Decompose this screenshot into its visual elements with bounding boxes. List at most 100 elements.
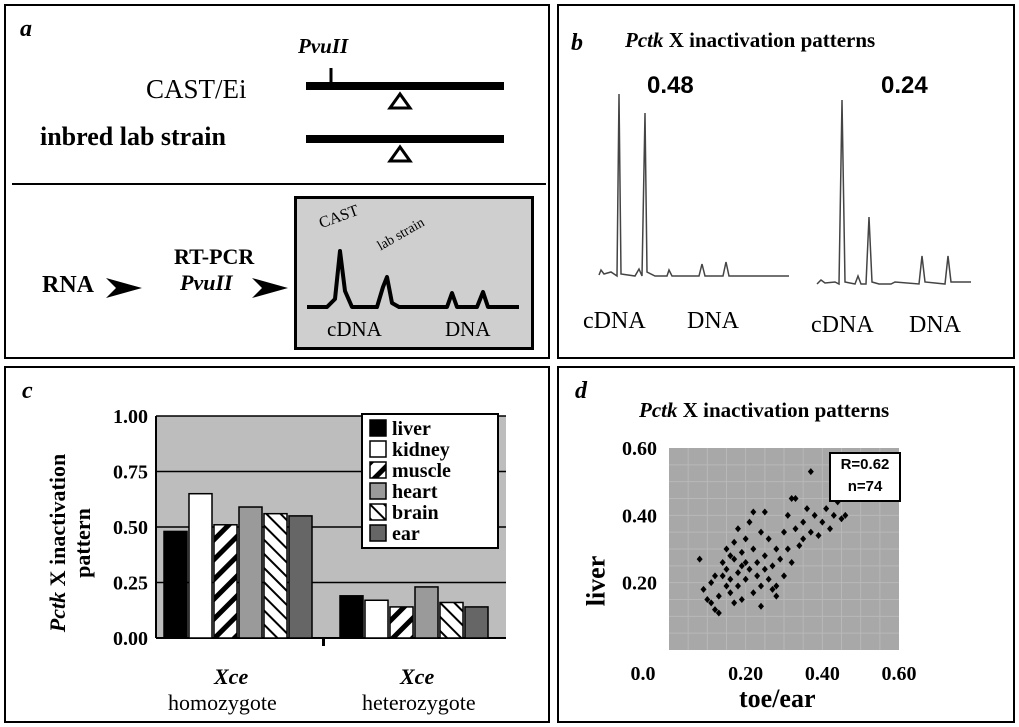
x-tick-label: 0.40 bbox=[805, 663, 840, 685]
snp-marker-2 bbox=[387, 144, 413, 163]
rtpcr-enzyme-label: PvuII bbox=[180, 270, 233, 295]
scatter-point bbox=[819, 518, 826, 526]
panel-b-title-rest: X inactivation patterns bbox=[668, 28, 876, 52]
scatter-point bbox=[758, 528, 764, 536]
scatter-point bbox=[769, 585, 776, 593]
panel-d-title-gene: Pctk bbox=[639, 398, 678, 422]
rna-label: RNA bbox=[42, 272, 94, 298]
scatter-point bbox=[769, 562, 776, 570]
bar-liver bbox=[163, 530, 188, 639]
scatter-point bbox=[781, 528, 787, 536]
scatter-point bbox=[731, 599, 738, 607]
scatter-point bbox=[708, 579, 715, 587]
scatter-point bbox=[696, 555, 703, 563]
y-tick-label: 0.60 bbox=[622, 438, 657, 460]
trace2-cdna-label: cDNA bbox=[811, 312, 874, 338]
legend-swatch-ear bbox=[369, 524, 387, 542]
scatter-point bbox=[761, 552, 768, 560]
strain1-label: CAST/Ei bbox=[146, 74, 247, 104]
scatter-point bbox=[719, 558, 726, 566]
scatter-point bbox=[827, 525, 833, 533]
restriction-map bbox=[12, 68, 546, 298]
panel-d-xlabel: toe/ear bbox=[739, 684, 816, 713]
group1-line2: homozygote bbox=[168, 690, 277, 715]
group2-line1: Xce bbox=[400, 664, 435, 689]
legend-swatch-heart bbox=[369, 482, 387, 500]
bar-brain bbox=[263, 512, 288, 639]
scatter-point bbox=[735, 582, 741, 590]
scatter-point bbox=[746, 518, 753, 526]
scatter-point bbox=[742, 575, 749, 583]
inset-cdna-label: cDNA bbox=[327, 317, 382, 341]
x-tick-label: 0.60 bbox=[882, 663, 917, 685]
scatter-point bbox=[715, 592, 722, 600]
scatter-point bbox=[765, 535, 772, 543]
trace1-cdna-label: cDNA bbox=[583, 308, 646, 334]
panel-b-label: b bbox=[571, 30, 583, 56]
panel-a: a PvuII CAST/Ei inbred lab strain RNA RT… bbox=[4, 4, 550, 359]
scatter-point bbox=[830, 511, 837, 519]
scatter-point bbox=[742, 558, 749, 566]
trace-sample-2 bbox=[816, 99, 971, 286]
scatter-point bbox=[723, 545, 730, 553]
scatter-point bbox=[758, 602, 764, 610]
bar-muscle bbox=[389, 606, 414, 639]
inset-trace bbox=[307, 249, 519, 309]
inset-dna-label: DNA bbox=[445, 317, 491, 341]
scatter-point bbox=[804, 505, 810, 513]
scatter-chart: 0.20 0.40 0.60 0.0 0.20 0.40 0.60 bbox=[622, 438, 917, 685]
scatter-point bbox=[807, 528, 814, 536]
legend-swatch-kidney bbox=[369, 440, 387, 458]
scatter-point bbox=[746, 565, 753, 573]
scatter-point bbox=[777, 555, 784, 563]
scatter-point bbox=[800, 535, 807, 543]
bar-liver bbox=[339, 595, 364, 639]
legend-label-muscle: muscle bbox=[392, 460, 451, 482]
trace1-dna-label: DNA bbox=[687, 308, 739, 334]
panel-d-title: Pctk X inactivation patterns bbox=[639, 398, 889, 423]
legend-label-liver: liver bbox=[392, 418, 431, 440]
y-tick-label: 0.75 bbox=[113, 462, 148, 484]
panel-d-label: d bbox=[575, 378, 587, 404]
snp-marker-1 bbox=[387, 91, 413, 110]
scatter-point bbox=[754, 558, 761, 566]
scatter-point bbox=[738, 596, 745, 603]
scatter-point bbox=[719, 572, 726, 580]
scatter-point bbox=[765, 575, 772, 583]
panel-d-title-rest: X inactivation patterns bbox=[682, 398, 890, 422]
y-tick-label: 0.40 bbox=[622, 505, 657, 527]
scatter-point bbox=[727, 552, 734, 560]
legend-label-ear: ear bbox=[392, 523, 420, 545]
pattern-value-2: 0.24 bbox=[881, 72, 928, 99]
legend-swatch-liver bbox=[369, 419, 387, 437]
legend-label-heart: heart bbox=[392, 481, 438, 503]
scatter-point bbox=[750, 589, 757, 597]
scatter-point bbox=[723, 565, 730, 573]
x-tick-label: 0.20 bbox=[728, 663, 763, 685]
scatter-point bbox=[715, 609, 722, 617]
scatter-point bbox=[761, 565, 768, 573]
stats-box: R=0.62 n=74 bbox=[829, 452, 901, 502]
group-separator-tick bbox=[322, 638, 325, 646]
legend-swatch-brain bbox=[369, 503, 387, 521]
x-tick-label: 0.0 bbox=[631, 663, 656, 685]
pattern-value-1: 0.48 bbox=[647, 72, 694, 99]
scatter-point bbox=[731, 538, 738, 546]
scatter-point bbox=[727, 575, 734, 583]
scatter-point bbox=[754, 572, 761, 580]
scatter-point bbox=[723, 582, 730, 590]
group2-line2: heterozygote bbox=[362, 690, 476, 715]
scatter-point bbox=[761, 508, 768, 516]
legend-swatch-muscle bbox=[369, 461, 387, 479]
panel-a-label: a bbox=[20, 16, 32, 42]
scatter-point bbox=[811, 511, 818, 519]
scatter-point bbox=[838, 515, 845, 523]
scatter-point bbox=[773, 592, 780, 600]
scatter-point bbox=[742, 535, 749, 543]
scatter-point bbox=[738, 548, 745, 556]
electropherogram-traces bbox=[598, 93, 971, 286]
panel-b-title-gene: Pctk bbox=[625, 28, 664, 52]
scatter-point bbox=[788, 495, 795, 502]
panel-b-title: Pctk X inactivation patterns bbox=[625, 28, 875, 53]
scatter-point bbox=[738, 562, 745, 570]
